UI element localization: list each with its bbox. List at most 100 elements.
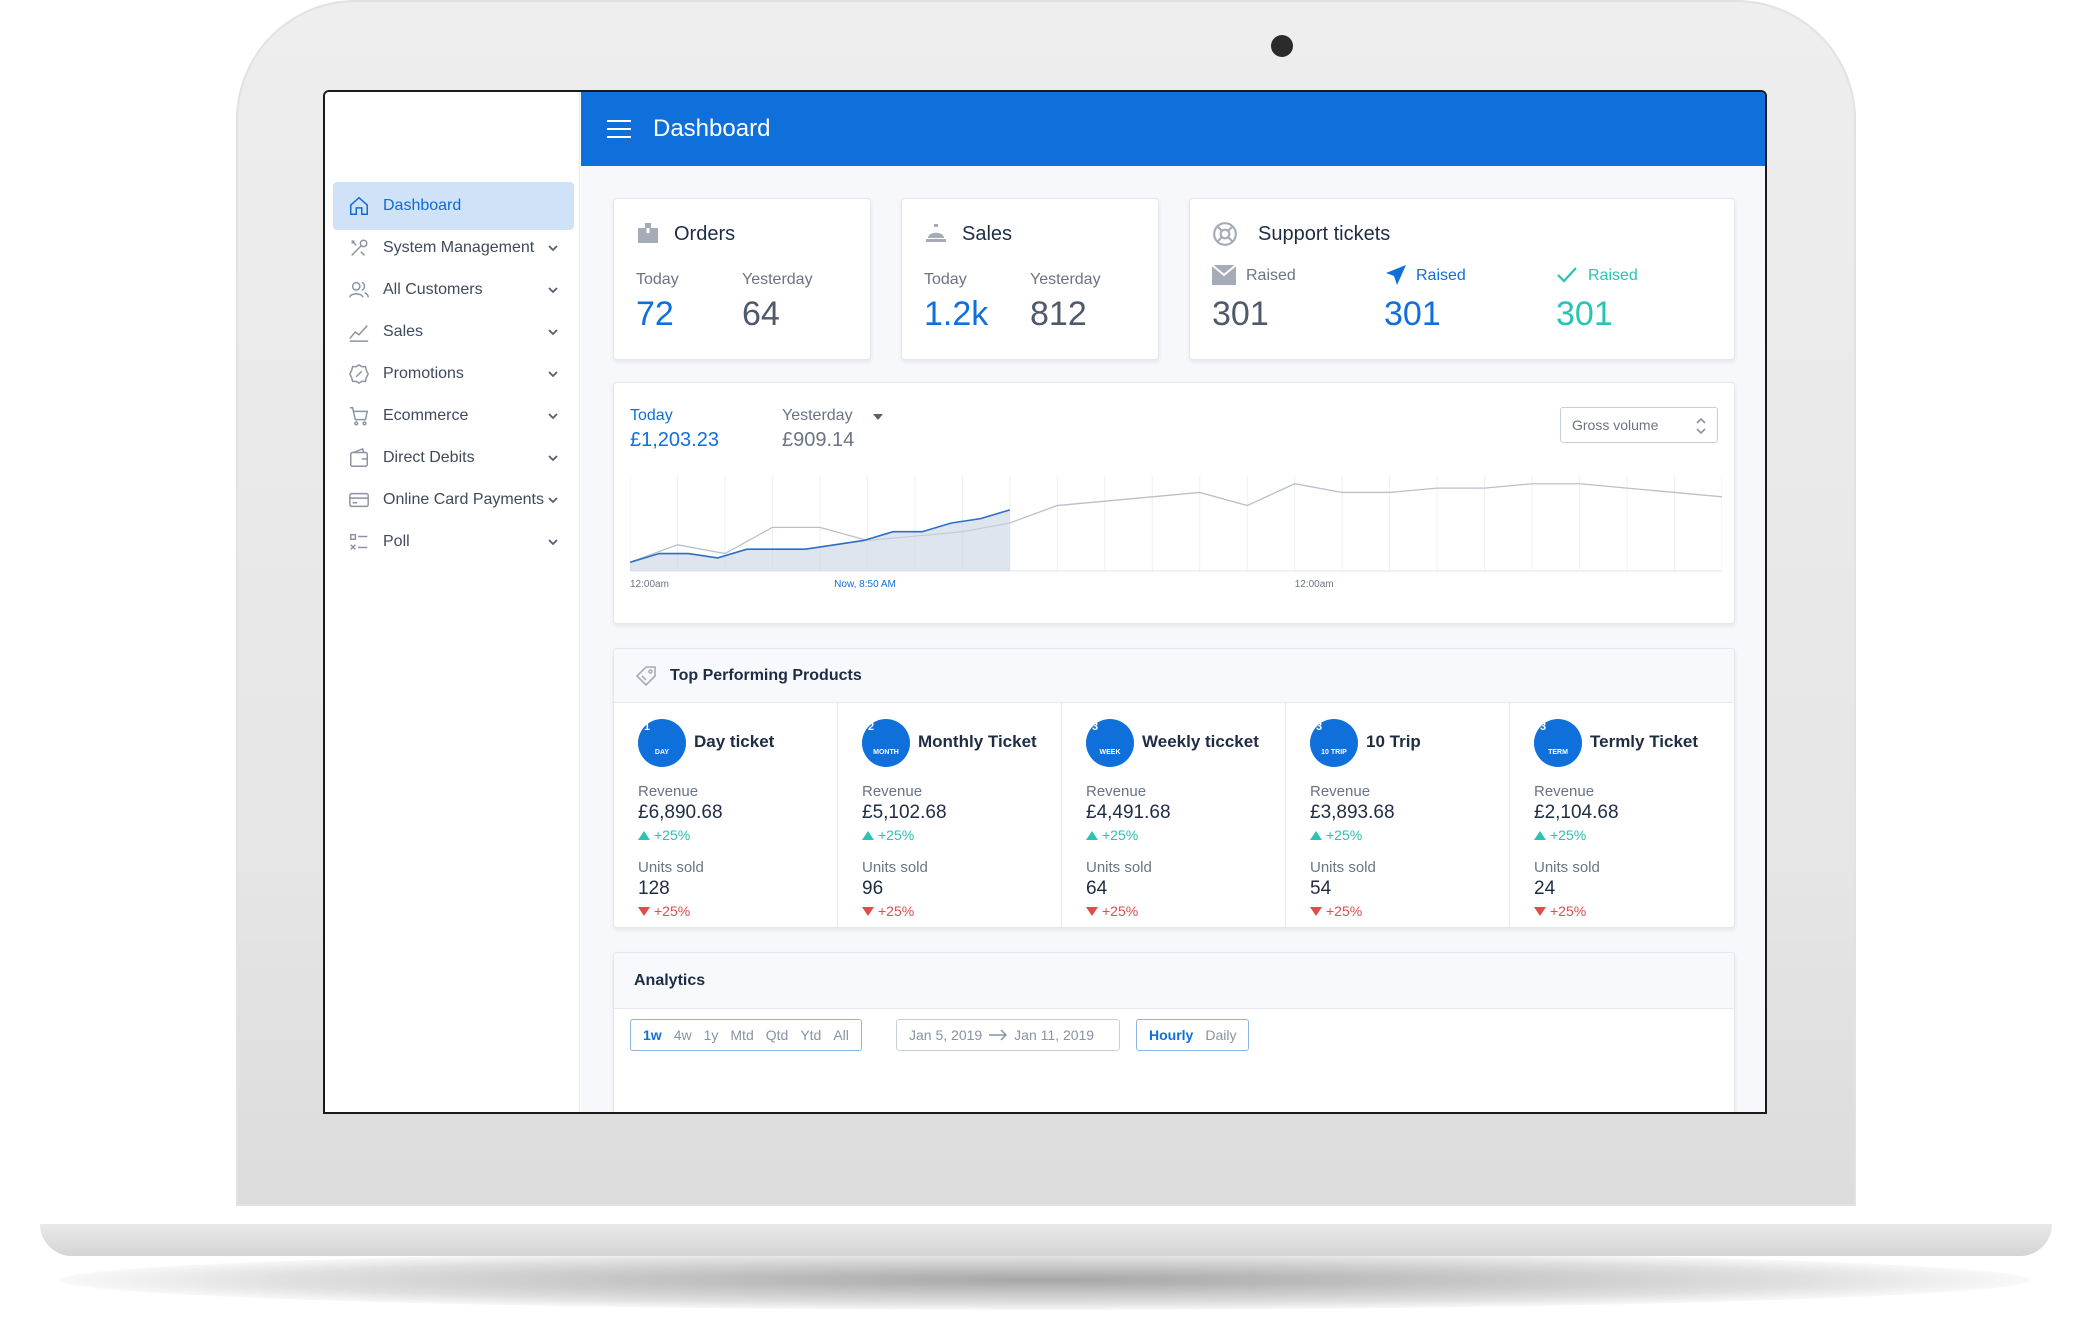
revenue-delta: +25%	[638, 827, 690, 843]
revenue-delta: +25%	[1310, 827, 1362, 843]
product-card[interactable]: 3 TERM Termly Ticket Revenue £2,104.68 +2…	[1510, 703, 1734, 927]
arrow-down-icon	[638, 906, 650, 916]
sidebar-item-ecommerce[interactable]: Ecommerce	[333, 392, 574, 440]
units-label: Units sold	[638, 859, 704, 876]
sidebar-item-online-card-payments[interactable]: Online Card Payments	[333, 476, 574, 524]
chart-yesterday-value: £909.14	[782, 429, 855, 451]
revenue-label: Revenue	[1310, 783, 1371, 800]
product-name: Day ticket	[694, 732, 775, 751]
units-label: Units sold	[1086, 859, 1152, 876]
revenue-delta: +25%	[1534, 827, 1586, 843]
units-delta: +25%	[638, 903, 690, 919]
menu-icon[interactable]	[607, 120, 631, 138]
units-value: 24	[1534, 878, 1556, 899]
sales-yesterday-label: Yesterday	[1030, 271, 1101, 288]
series-line-today	[630, 509, 1011, 564]
arrow-up-icon	[1534, 830, 1546, 840]
orders-card: Orders Today Yesterday 72 64	[613, 198, 871, 360]
cart-icon	[347, 404, 371, 428]
range-1y[interactable]: 1y	[703, 1027, 719, 1043]
range-qtd[interactable]: Qtd	[765, 1027, 789, 1043]
revenue-delta: +25%	[1086, 827, 1138, 843]
gross-volume-select[interactable]: Gross volume	[1560, 407, 1718, 443]
sidebar-item-promotions[interactable]: Promotions	[333, 350, 574, 398]
date-from[interactable]: Jan 5, 2019	[909, 1027, 983, 1043]
raised-value: 301	[1556, 295, 1613, 333]
revenue-label: Revenue	[1086, 783, 1147, 800]
page-title: Dashboard	[653, 115, 771, 142]
volume-chart-card: Today £1,203.23 Yesterday £909.14 Gross …	[613, 382, 1735, 624]
units-value: 54	[1310, 878, 1332, 899]
orders-today-value: 72	[636, 295, 674, 333]
caret-down-icon[interactable]	[872, 413, 884, 421]
granularity-daily[interactable]: Daily	[1205, 1027, 1237, 1043]
sales-yesterday-value: 812	[1030, 295, 1087, 333]
trend-icon	[347, 320, 371, 344]
product-card[interactable]: 2 MONTH Monthly Ticket Revenue £5,102.68 …	[838, 703, 1062, 927]
sidebar-item-label: Direct Debits	[383, 449, 475, 466]
x-tick-label: Now, 8:50 AM	[834, 579, 896, 590]
product-card[interactable]: 3 WEEK Weekly ticcket Revenue £4,491.68 +…	[1062, 703, 1286, 927]
product-badge: 1 DAY	[638, 719, 686, 767]
chevron-down-icon	[548, 413, 558, 420]
product-badge: 3 WEEK	[1086, 719, 1134, 767]
units-value: 128	[638, 878, 670, 899]
arrow-down-icon	[1086, 906, 1098, 916]
sidebar-item-label: Promotions	[383, 365, 464, 382]
sidebar-item-poll[interactable]: Poll	[333, 518, 574, 566]
sidebar-item-direct-debits[interactable]: Direct Debits	[333, 434, 574, 482]
home-icon	[347, 194, 371, 218]
sidebar-item-label: Online Card Payments	[383, 491, 544, 508]
raised-value: 301	[1212, 295, 1269, 333]
product-card[interactable]: 1 DAY Day ticket Revenue £6,890.68 +25% U…	[614, 703, 838, 927]
revenue-delta: +25%	[862, 827, 914, 843]
sidebar-item-all-customers[interactable]: All Customers	[333, 266, 574, 314]
camera-icon	[1271, 35, 1293, 57]
product-badge: 3 TERM	[1534, 719, 1582, 767]
range-mtd[interactable]: Mtd	[730, 1027, 754, 1043]
raised-label: Raised	[1416, 267, 1466, 284]
orders-title: Orders	[674, 223, 736, 245]
revenue-value: £2,104.68	[1534, 802, 1619, 823]
main-content: Orders Today Yesterday 72 64 Sales Today…	[581, 166, 1765, 1112]
support-title: Support tickets	[1258, 223, 1391, 245]
arrow-up-icon	[862, 830, 874, 840]
sidebar-item-label: System Management	[383, 239, 535, 256]
chevron-down-icon	[548, 371, 558, 378]
granularity-selector: Hourly Daily	[1136, 1019, 1250, 1051]
sidebar-item-dashboard[interactable]: Dashboard	[333, 182, 574, 230]
sidebar: Dashboard System Management All Customer…	[325, 92, 580, 1112]
badge-icon	[347, 362, 371, 386]
chevron-down-icon	[548, 455, 558, 462]
sales-today-value: 1.2k	[924, 295, 989, 333]
range-selector: 1w 4w 1y Mtd Qtd Ytd All	[630, 1019, 862, 1051]
range-ytd[interactable]: Ytd	[800, 1027, 822, 1043]
revenue-value: £3,893.68	[1310, 802, 1395, 823]
granularity-hourly[interactable]: Hourly	[1149, 1027, 1194, 1043]
orders-yesterday-value: 64	[742, 295, 780, 333]
product-card[interactable]: 3 10 TRIP 10 Trip Revenue £3,893.68 +25% …	[1286, 703, 1510, 927]
arrow-down-icon	[1534, 906, 1546, 916]
sidebar-item-sales[interactable]: Sales	[333, 308, 574, 356]
sales-today-label: Today	[924, 271, 967, 288]
date-range-picker[interactable]: Jan 5, 2019 Jan 11, 2019	[896, 1019, 1120, 1051]
mail-icon	[1212, 265, 1236, 285]
range-1w[interactable]: 1w	[643, 1027, 662, 1043]
date-to[interactable]: Jan 11, 2019	[1014, 1027, 1095, 1043]
chart-yesterday-label: Yesterday	[782, 407, 853, 424]
sidebar-item-label: Sales	[383, 323, 424, 340]
chevron-down-icon	[548, 329, 558, 336]
raised-label: Raised	[1246, 267, 1296, 284]
range-4w[interactable]: 4w	[673, 1027, 692, 1043]
bell-desk-icon	[926, 224, 946, 242]
product-name: Weekly ticcket	[1142, 732, 1259, 751]
product-name: Termly Ticket	[1590, 732, 1699, 751]
sidebar-item-system-management[interactable]: System Management	[333, 224, 574, 272]
sidebar-item-label: All Customers	[383, 281, 483, 298]
arrow-up-icon	[638, 830, 650, 840]
sidebar-item-label: Dashboard	[383, 197, 462, 214]
orders-yesterday-label: Yesterday	[742, 271, 813, 288]
wallet-icon	[347, 446, 371, 470]
tools-icon	[347, 236, 371, 260]
range-all[interactable]: All	[833, 1027, 849, 1043]
